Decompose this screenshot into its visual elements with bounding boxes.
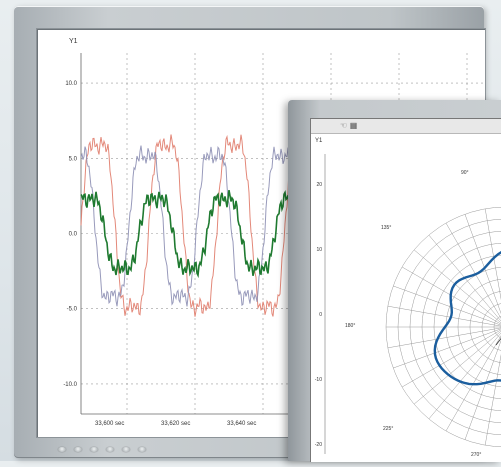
polar-spoke (484, 353, 501, 446)
polar-labels: 20 10 0 -10 -20 90° 135° 180° 225° 270° (315, 170, 482, 458)
x-tick-label: 33,600 sec (95, 421, 124, 427)
polar-trace-group (433, 250, 501, 386)
y-tick-label: 5.0 (69, 156, 78, 162)
x-tick-label: 33,640 sec (227, 421, 256, 427)
polar-spoke (413, 249, 501, 324)
polar-spoke (387, 305, 501, 327)
grid-icon[interactable]: ▦ (349, 121, 358, 130)
angle-label: 225° (383, 426, 393, 432)
left-y-label: Y1 (69, 38, 78, 45)
radial-label: 20 (316, 182, 322, 188)
polar-spoke (484, 208, 501, 301)
auto-button[interactable] (122, 447, 130, 452)
radial-label: -10 (315, 377, 322, 383)
polar-plot-area: Y1 20 10 0 -10 -20 90° 135° 180° 225° 270° (311, 134, 501, 462)
polar-spoke (393, 285, 501, 326)
menu-button[interactable] (74, 447, 82, 452)
polar-spoke (464, 214, 501, 314)
y-tick-label: 0.0 (69, 232, 78, 238)
input-button[interactable] (138, 447, 146, 452)
polar-grid (324, 154, 501, 454)
y-tick-label: -10.0 (63, 382, 77, 388)
polar-pointer-line (495, 337, 501, 346)
right-y-label: Y1 (315, 138, 323, 144)
x-tick-label: 33,620 sec (161, 421, 190, 427)
pointer-icon[interactable]: ☜ (339, 121, 348, 130)
y-tick-label: 10.0 (65, 81, 77, 87)
polar-spoke (428, 234, 501, 322)
polar-chart: Y1 20 10 0 -10 -20 90° 135° 180° 225° 270° (315, 138, 501, 458)
polar-spoke (401, 266, 501, 325)
angle-label: 90° (461, 170, 469, 176)
right-screen: ☜ ▦ Y1 20 10 0 -10 -20 90° 135° 180° 225° 270° (310, 118, 501, 462)
polar-spoke (413, 330, 501, 405)
radial-label: 10 (316, 247, 322, 253)
right-toolbar: ☜ ▦ (311, 119, 501, 134)
y-tick-label: -5.0 (67, 307, 78, 313)
angle-label: 180° (345, 323, 355, 329)
polar-trace-line (433, 250, 501, 386)
angle-label: 135° (381, 225, 391, 231)
polar-spoke (428, 332, 501, 420)
angle-label: 270° (471, 452, 481, 458)
polar-spoke (445, 335, 501, 432)
radial-label: -20 (315, 442, 322, 448)
polar-spoke (401, 329, 501, 388)
left-arrow-button[interactable] (90, 447, 98, 452)
left-bezel-bottom (14, 436, 484, 458)
power-button[interactable] (58, 447, 66, 452)
right-monitor: ☜ ▦ Y1 20 10 0 -10 -20 90° 135° 180° 225° 270° (288, 100, 501, 462)
radial-label: 0 (319, 312, 322, 318)
right-arrow-button[interactable] (106, 447, 114, 452)
polar-spoke (387, 327, 501, 349)
polar-spoke (393, 328, 501, 369)
